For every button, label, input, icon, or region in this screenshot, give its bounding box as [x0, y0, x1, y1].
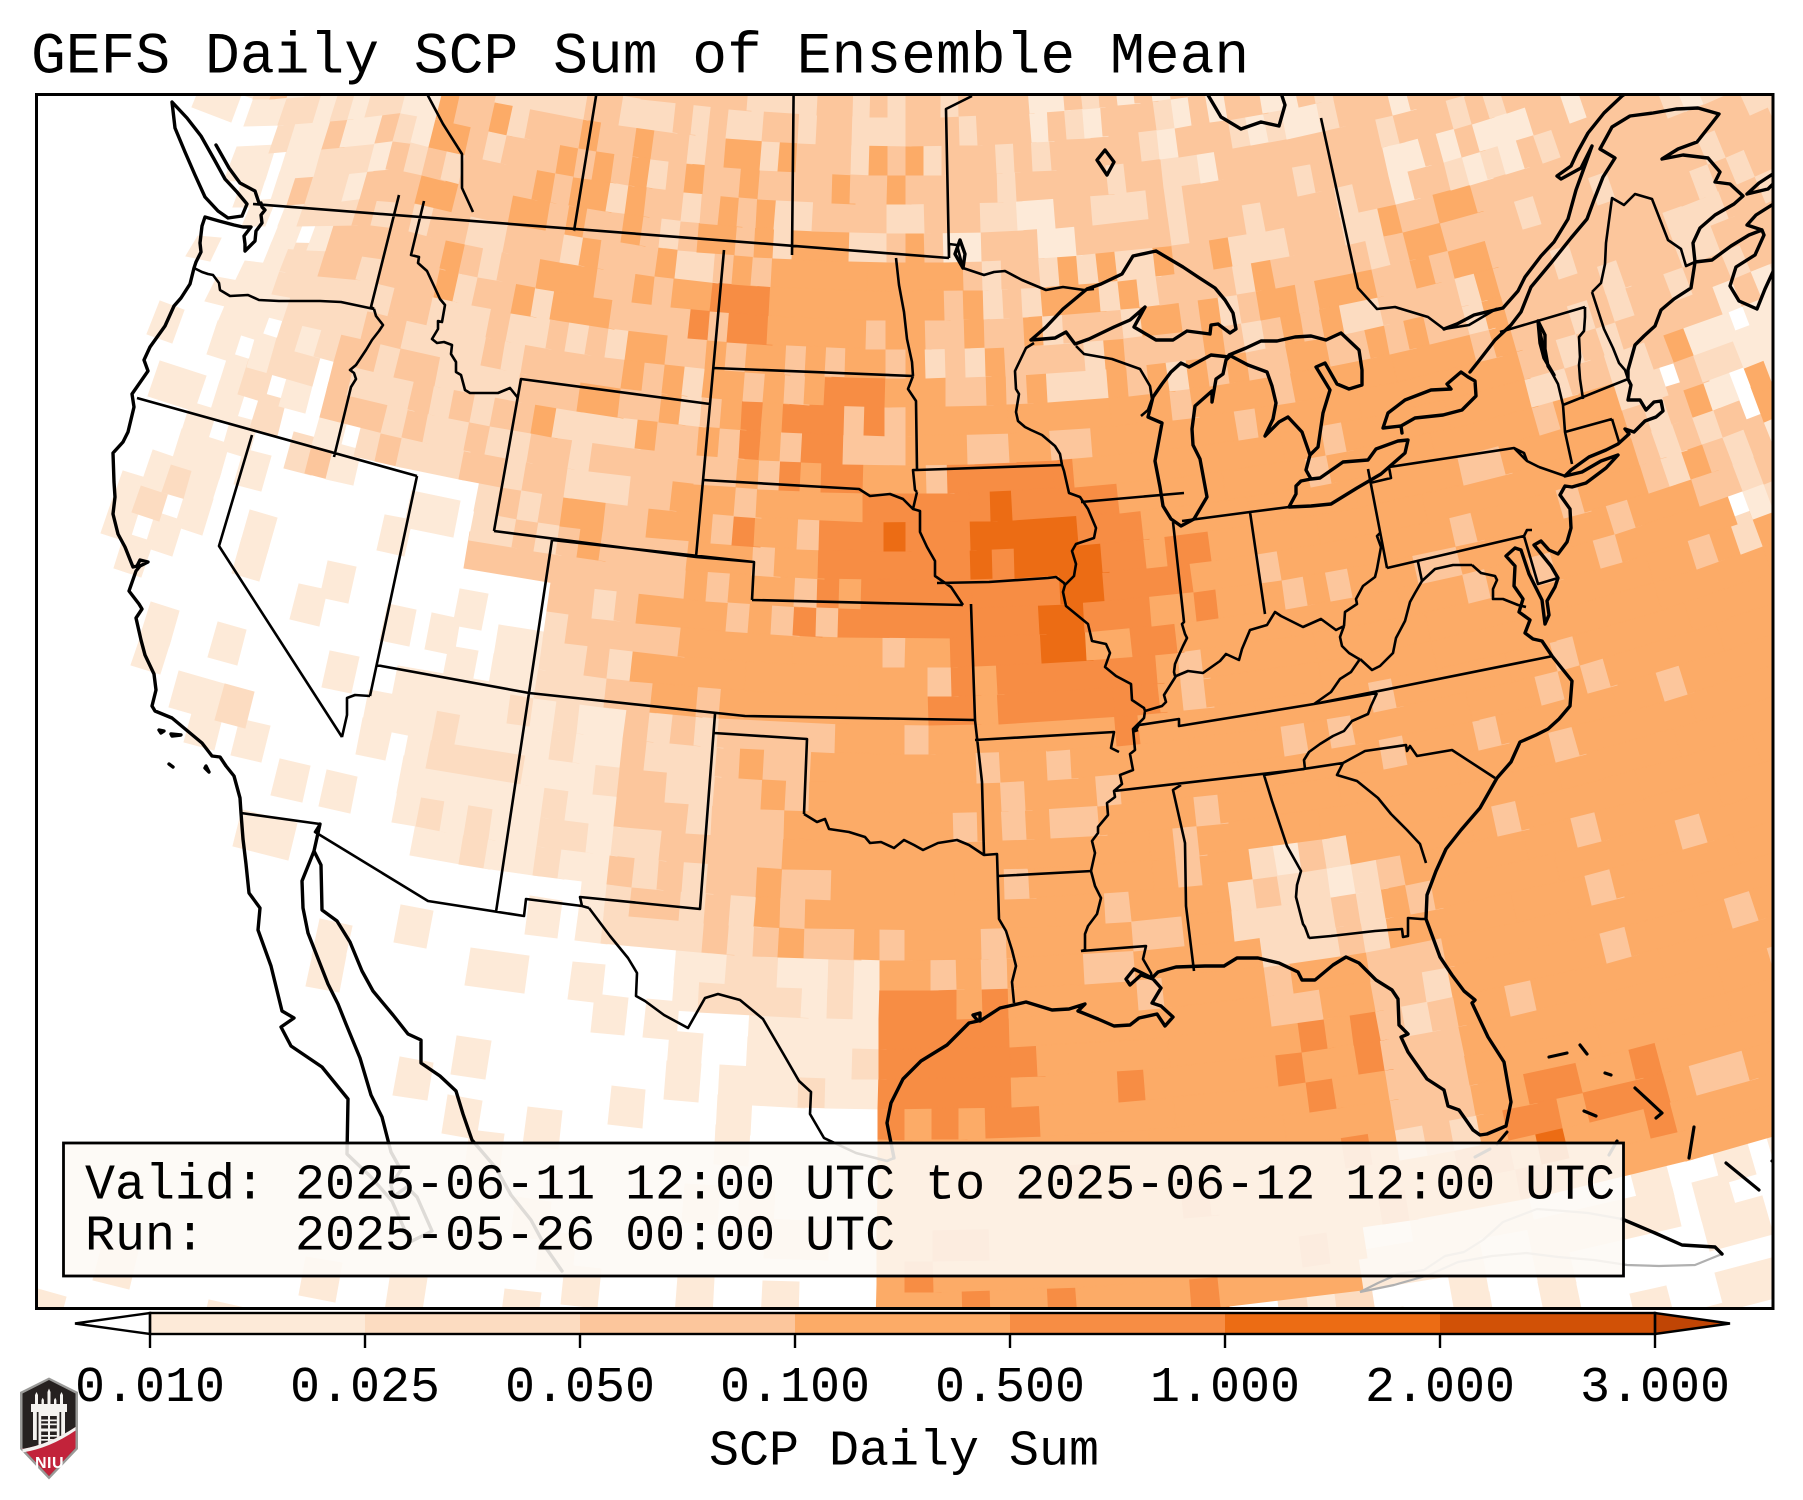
svg-text:0.500: 0.500	[935, 1360, 1085, 1417]
svg-text:SCP Daily Sum: SCP Daily Sum	[709, 1424, 1099, 1481]
svg-text:NIU: NIU	[35, 1455, 64, 1472]
svg-text:1.000: 1.000	[1150, 1360, 1300, 1417]
svg-text:0.025: 0.025	[290, 1360, 440, 1417]
svg-text:2.000: 2.000	[1365, 1360, 1515, 1417]
svg-text:0.100: 0.100	[720, 1360, 870, 1417]
svg-text:Valid: 2025-06-11 12:00 UTC to: Valid: 2025-06-11 12:00 UTC to 2025-06-1…	[85, 1158, 1615, 1215]
svg-text:GEFS Daily SCP Sum of Ensemble: GEFS Daily SCP Sum of Ensemble Mean	[31, 26, 1249, 91]
svg-text:0.050: 0.050	[505, 1360, 655, 1417]
svg-text:Run: 2025-05-26 00:00 UTC: Run: 2025-05-26 00:00 UTC	[85, 1209, 895, 1266]
svg-text:3.000: 3.000	[1580, 1360, 1730, 1417]
svg-text:0.010: 0.010	[75, 1360, 225, 1417]
